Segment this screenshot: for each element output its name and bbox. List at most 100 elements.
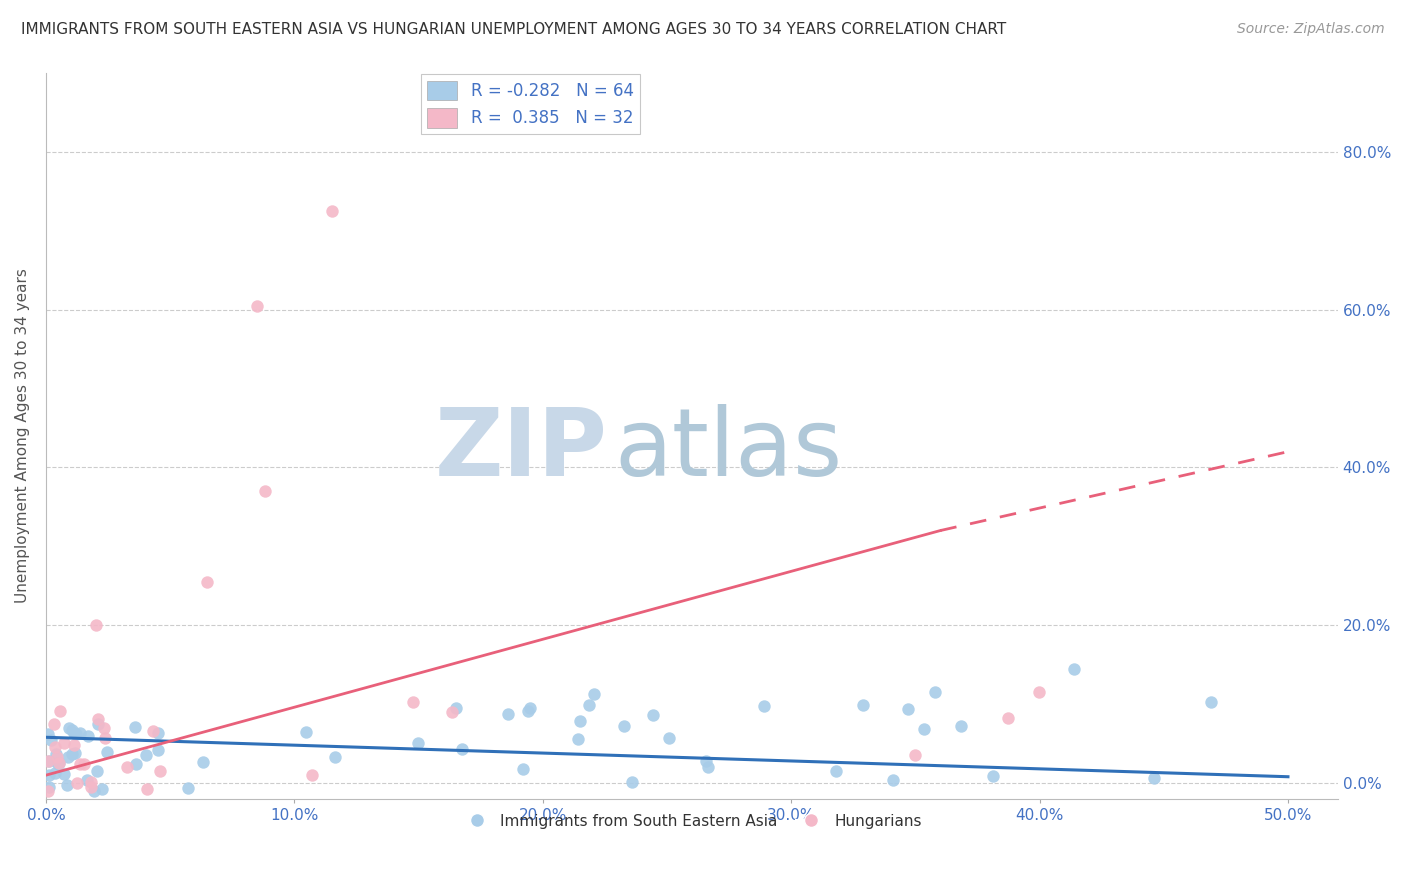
Point — [65, 727, 87, 741]
Point — [569, 714, 592, 728]
Point — [146, 725, 169, 739]
Point — [38, 755, 60, 769]
Point — [496, 707, 519, 722]
Point — [1143, 771, 1166, 785]
Point — [146, 743, 169, 757]
Point — [86, 764, 108, 778]
Point — [451, 742, 474, 756]
Point — [56, 779, 79, 793]
Point — [39, 733, 62, 747]
Point — [997, 711, 1019, 725]
Point — [45, 747, 67, 761]
Point — [93, 721, 115, 735]
Point — [96, 745, 118, 759]
Point — [142, 724, 165, 739]
Point — [897, 702, 920, 716]
Point — [949, 718, 972, 732]
Point — [253, 484, 276, 499]
Point — [444, 700, 467, 714]
Point — [58, 749, 80, 764]
Point — [44, 765, 66, 780]
Point — [53, 736, 76, 750]
Point — [246, 299, 269, 313]
Point — [658, 731, 681, 745]
Point — [117, 760, 139, 774]
Point — [63, 746, 86, 760]
Point — [567, 732, 589, 747]
Point — [73, 756, 96, 771]
Point — [1063, 662, 1085, 676]
Point — [37, 784, 59, 798]
Point — [45, 750, 67, 764]
Point — [519, 700, 541, 714]
Legend: Immigrants from South Eastern Asia, Hungarians: Immigrants from South Eastern Asia, Hung… — [456, 807, 928, 835]
Point — [124, 720, 146, 734]
Point — [912, 722, 935, 736]
Point — [60, 723, 83, 737]
Point — [696, 760, 718, 774]
Text: atlas: atlas — [614, 404, 842, 497]
Point — [48, 756, 70, 770]
Point — [80, 775, 103, 789]
Point — [69, 726, 91, 740]
Point — [69, 756, 91, 771]
Point — [193, 755, 215, 769]
Point — [83, 784, 105, 798]
Point — [135, 747, 157, 762]
Point — [517, 704, 540, 718]
Point — [38, 780, 60, 794]
Point — [124, 757, 146, 772]
Y-axis label: Unemployment Among Ages 30 to 34 years: Unemployment Among Ages 30 to 34 years — [15, 268, 30, 603]
Point — [321, 204, 343, 219]
Point — [49, 704, 72, 718]
Point — [79, 780, 101, 794]
Point — [63, 738, 86, 752]
Point — [641, 708, 664, 723]
Point — [37, 754, 59, 768]
Point — [86, 716, 108, 731]
Point — [295, 724, 318, 739]
Point — [323, 750, 346, 764]
Point — [613, 719, 636, 733]
Point — [177, 780, 200, 795]
Point — [1028, 684, 1050, 698]
Point — [301, 768, 323, 782]
Point — [77, 729, 100, 743]
Point — [882, 772, 904, 787]
Point — [825, 764, 848, 778]
Text: IMMIGRANTS FROM SOUTH EASTERN ASIA VS HUNGARIAN UNEMPLOYMENT AMONG AGES 30 TO 34: IMMIGRANTS FROM SOUTH EASTERN ASIA VS HU… — [21, 22, 1007, 37]
Point — [904, 748, 927, 763]
Point — [37, 727, 59, 741]
Point — [94, 731, 117, 746]
Point — [62, 725, 84, 739]
Point — [440, 705, 463, 719]
Point — [754, 699, 776, 714]
Point — [38, 768, 60, 782]
Point — [91, 782, 114, 797]
Point — [60, 747, 83, 761]
Point — [402, 695, 425, 709]
Point — [87, 712, 110, 726]
Point — [52, 767, 75, 781]
Point — [58, 721, 80, 735]
Point — [48, 756, 70, 770]
Point — [65, 776, 87, 790]
Point — [406, 735, 429, 749]
Point — [46, 756, 69, 771]
Point — [578, 698, 600, 712]
Point — [512, 762, 534, 776]
Point — [44, 739, 66, 754]
Point — [852, 698, 875, 713]
Point — [42, 717, 65, 731]
Text: Source: ZipAtlas.com: Source: ZipAtlas.com — [1237, 22, 1385, 37]
Point — [76, 773, 98, 788]
Point — [149, 764, 172, 779]
Point — [135, 782, 157, 797]
Point — [582, 687, 605, 701]
Point — [981, 770, 1004, 784]
Point — [84, 618, 107, 632]
Point — [197, 574, 219, 589]
Point — [695, 754, 717, 768]
Point — [924, 685, 946, 699]
Text: ZIP: ZIP — [434, 404, 607, 497]
